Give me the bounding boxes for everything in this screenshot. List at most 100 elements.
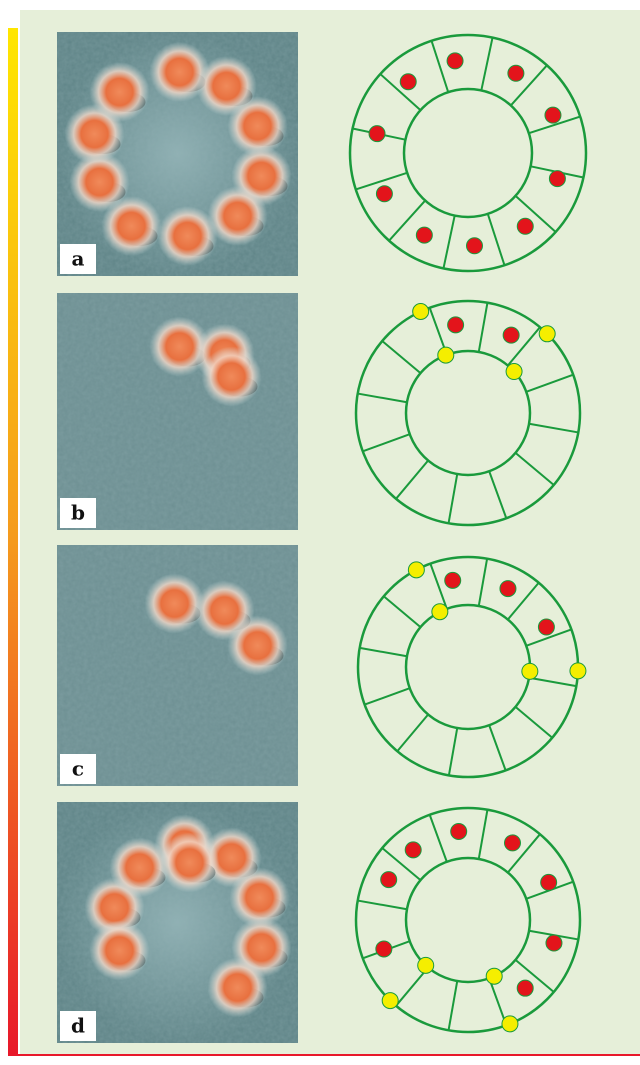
spoke <box>486 213 506 266</box>
bound-protein <box>537 618 555 636</box>
bound-protein <box>450 822 468 840</box>
spoke <box>430 40 450 93</box>
particle <box>149 42 210 102</box>
spoke <box>379 73 422 111</box>
spoke <box>488 977 508 1026</box>
particle <box>207 957 268 1018</box>
bound-protein <box>375 940 393 958</box>
bound-protein <box>516 979 534 997</box>
ring-outer <box>348 33 588 273</box>
bound-protein <box>368 125 386 143</box>
particle <box>207 186 268 246</box>
free-protein <box>521 662 539 680</box>
ring-outer <box>354 299 582 527</box>
particle <box>201 346 262 407</box>
spoke <box>507 582 540 621</box>
panel-label: c <box>72 757 84 781</box>
free-protein <box>437 346 455 364</box>
particle <box>149 316 210 377</box>
spoke <box>359 646 408 658</box>
panel: b <box>57 293 582 530</box>
label-box <box>60 754 96 784</box>
particle <box>144 573 205 634</box>
spoke <box>381 847 422 881</box>
bound-protein <box>444 571 462 589</box>
spoke <box>428 814 448 863</box>
particle <box>89 62 150 122</box>
spoke <box>442 215 456 269</box>
bound-protein <box>399 73 417 91</box>
ring-inner <box>404 856 532 984</box>
spoke <box>514 706 553 739</box>
spoke <box>447 473 459 524</box>
panel-label: b <box>71 501 85 525</box>
spoke <box>383 595 422 628</box>
panel: a <box>57 32 588 276</box>
spoke <box>362 433 411 453</box>
bound-protein <box>499 580 517 598</box>
panel-label: d <box>71 1014 85 1038</box>
spoke <box>488 470 508 519</box>
bound-protein <box>465 237 483 255</box>
bound-protein <box>375 185 393 203</box>
particle <box>109 837 170 898</box>
spoke <box>507 833 541 874</box>
free-protein <box>381 992 399 1010</box>
particle <box>229 867 290 928</box>
ring-inner <box>404 349 532 477</box>
spoke <box>525 373 574 393</box>
bound-protein <box>504 834 521 852</box>
bound-protein <box>415 226 433 244</box>
bottom-rule <box>8 1054 640 1056</box>
bound-protein <box>548 170 566 188</box>
spoke <box>528 115 581 135</box>
bound-protein <box>447 316 465 334</box>
panel: d <box>57 802 582 1043</box>
free-protein <box>485 967 503 985</box>
particle <box>227 96 288 156</box>
spoke <box>388 199 426 242</box>
bound-protein <box>507 64 525 82</box>
spoke <box>514 452 555 486</box>
label-box <box>60 1011 96 1041</box>
side-bar <box>8 28 18 1055</box>
panels: a b c d <box>57 32 588 1043</box>
spoke <box>525 628 572 647</box>
spoke <box>396 713 429 752</box>
particle <box>89 920 150 981</box>
particle <box>101 196 162 256</box>
spoke <box>528 422 579 434</box>
bound-protein <box>380 871 398 889</box>
label-box <box>60 244 96 274</box>
free-protein <box>505 363 523 381</box>
free-protein <box>501 1015 519 1033</box>
bound-protein <box>516 217 534 235</box>
spoke <box>355 171 408 191</box>
spoke <box>395 966 429 1007</box>
particle <box>227 615 288 676</box>
spoke <box>477 558 489 607</box>
spoke <box>507 326 541 367</box>
spoke <box>447 980 459 1031</box>
spoke <box>510 64 548 107</box>
particle <box>69 152 130 212</box>
bound-protein <box>544 106 562 124</box>
ring-outer <box>354 806 582 1034</box>
ring-inner <box>402 87 534 219</box>
bound-protein <box>502 326 520 344</box>
free-protein <box>431 603 449 621</box>
spoke <box>514 195 557 233</box>
spoke <box>480 37 494 91</box>
spoke <box>447 727 459 776</box>
free-protein <box>569 662 587 680</box>
spoke <box>357 899 408 911</box>
spoke <box>514 959 555 993</box>
bound-protein <box>540 873 558 891</box>
spoke <box>477 809 489 860</box>
spoke <box>528 676 577 688</box>
spoke <box>357 392 408 404</box>
spoke <box>429 563 448 610</box>
bound-protein <box>404 841 422 859</box>
free-protein <box>407 561 425 579</box>
particle <box>159 832 220 893</box>
